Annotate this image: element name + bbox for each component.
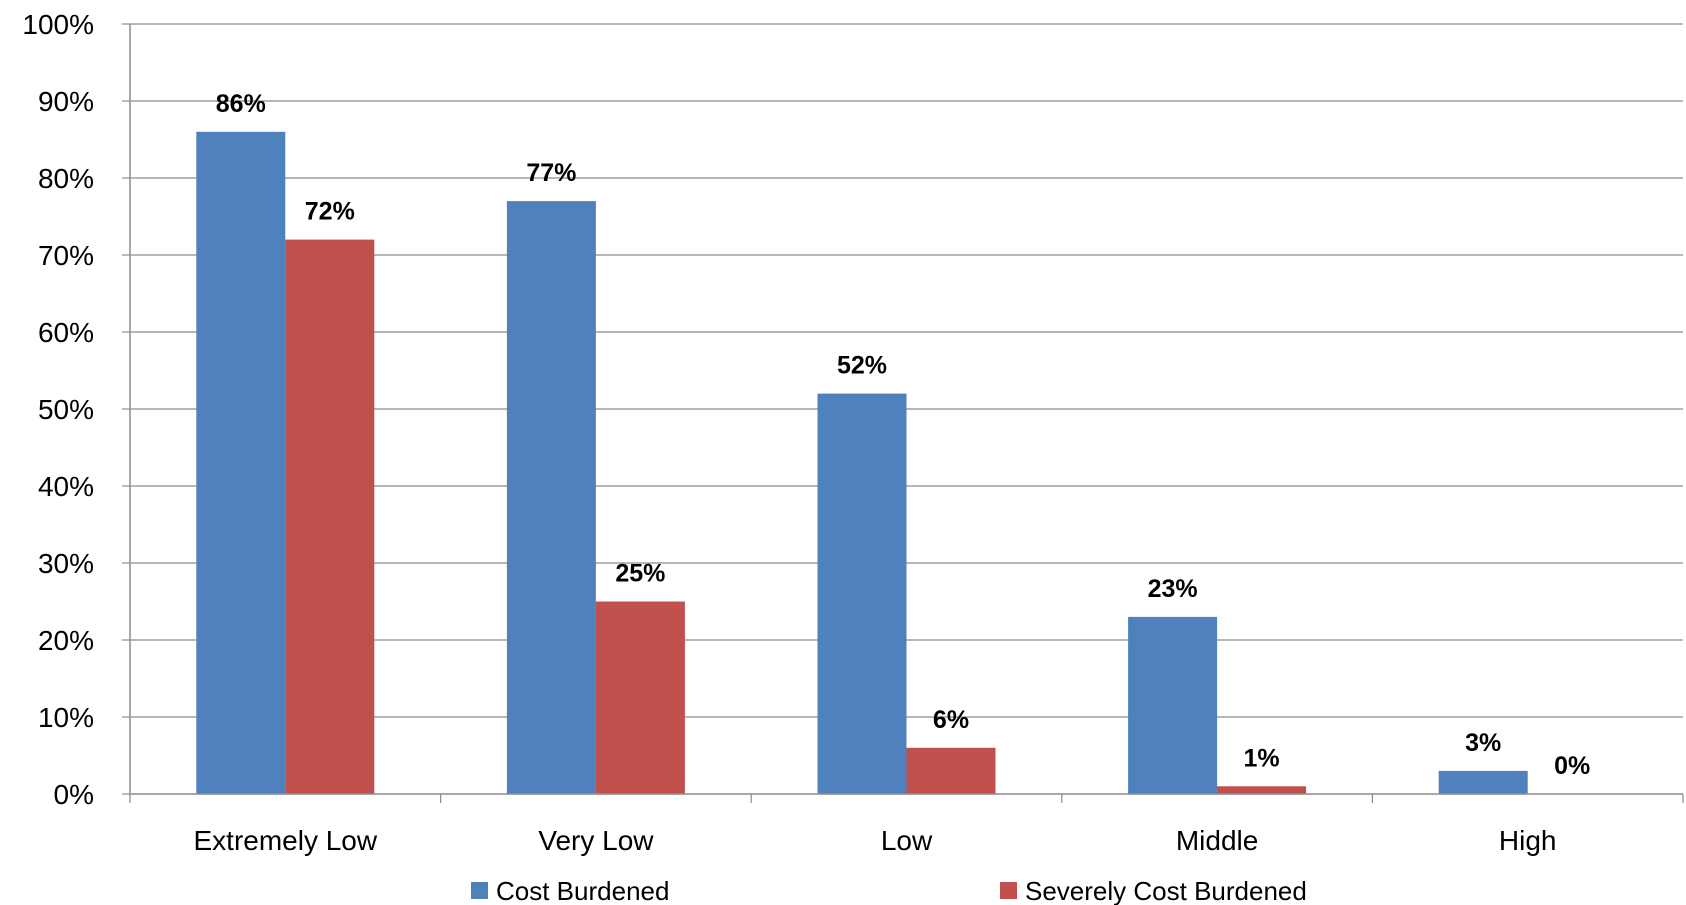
x-tick-label: Very Low — [538, 825, 654, 856]
x-tick-label: Middle — [1176, 825, 1258, 856]
y-tick-label: 60% — [38, 317, 94, 348]
data-label: 3% — [1465, 729, 1501, 757]
bar-cost-burdened-1 — [506, 201, 596, 795]
bar-severely-cost-burdened-3 — [1217, 786, 1307, 794]
data-label: 0% — [1554, 752, 1590, 780]
bar-severely-cost-burdened-1 — [595, 601, 685, 794]
bar-severely-cost-burdened-0 — [285, 239, 375, 795]
y-tick-label: 10% — [38, 702, 94, 733]
y-tick-label: 90% — [38, 86, 94, 117]
legend-label: Cost Burdened — [496, 876, 669, 905]
data-label: 86% — [216, 90, 266, 118]
y-tick-label: 30% — [38, 548, 94, 579]
data-label: 25% — [615, 560, 665, 588]
y-tick-label: 70% — [38, 240, 94, 271]
data-label: 52% — [837, 352, 887, 380]
data-label: 72% — [305, 198, 355, 226]
data-label: 1% — [1244, 744, 1280, 772]
y-tick-label: 80% — [38, 163, 94, 194]
x-tick-label: Extremely Low — [193, 825, 377, 856]
bars — [196, 131, 1528, 795]
legend: Cost Burdened Severely Cost Burdened — [471, 876, 1307, 905]
legend-swatch — [1000, 882, 1017, 899]
data-labels: 86% 72% 77% 25% 52% 6% 23% 1% 3% 0% — [216, 90, 1590, 780]
x-tick-label: Low — [881, 825, 933, 856]
data-label: 6% — [933, 706, 969, 734]
y-tick-label: 20% — [38, 625, 94, 656]
x-tick-label: High — [1499, 825, 1557, 856]
legend-label: Severely Cost Burdened — [1025, 876, 1307, 905]
y-tick-label: 50% — [38, 394, 94, 425]
bar-cost-burdened-0 — [196, 131, 286, 795]
bar-cost-burdened-3 — [1128, 616, 1218, 794]
x-axis-ticks: Extremely Low Very Low Low Middle High — [129, 794, 1684, 856]
y-tick-label: 100% — [22, 9, 94, 40]
axes — [129, 24, 1683, 795]
bar-cost-burdened-2 — [817, 393, 907, 794]
bar-severely-cost-burdened-2 — [906, 747, 996, 794]
data-label: 23% — [1148, 575, 1198, 603]
data-label: 77% — [526, 159, 576, 187]
bar-cost-burdened-4 — [1438, 770, 1528, 794]
y-axis-ticks: 0% 10% 20% 30% 40% 50% 60% 70% 80% 90% 100% — [22, 9, 130, 810]
y-tick-label: 40% — [38, 471, 94, 502]
legend-swatch — [471, 882, 488, 899]
y-tick-label: 0% — [54, 779, 94, 810]
